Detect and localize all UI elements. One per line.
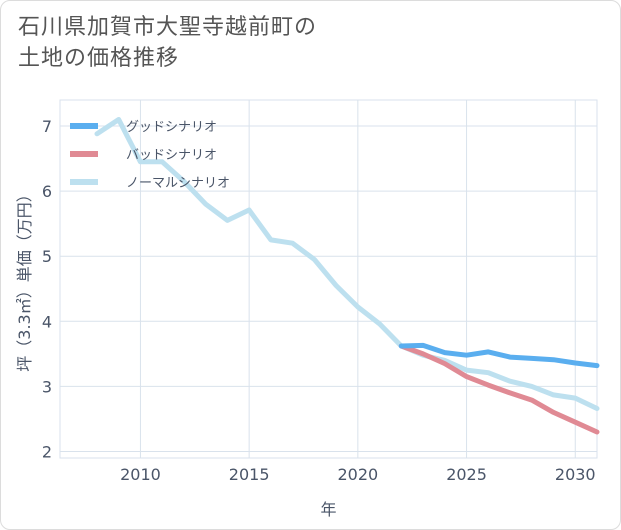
y-tick-label: 7 <box>42 117 52 136</box>
y-axis-title: 坪（3.3㎡）単価（万円） <box>15 186 34 371</box>
x-tick-label: 2025 <box>446 465 487 484</box>
axes: 2010 2015 2020 2025 2030 2 3 4 5 6 7 年 坪（3.3㎡）単価（万円） <box>15 117 596 519</box>
title-line-1: 石川県加賀市大聖寺越前町の <box>18 15 318 40</box>
series-line-1 <box>398 343 600 435</box>
y-tick-label: 4 <box>42 312 52 331</box>
legend-label: バッドシナリオ <box>126 148 217 163</box>
legend-label: ノーマルシナリオ <box>126 176 230 191</box>
x-tick-label: 2020 <box>337 465 378 484</box>
y-tick-label: 6 <box>42 182 52 201</box>
grid <box>60 100 597 458</box>
x-axis-title: 年 <box>320 500 336 519</box>
x-tick-label: 2015 <box>229 465 270 484</box>
chart-title: 石川県加賀市大聖寺越前町の 土地の価格推移 <box>18 12 317 74</box>
y-tick-label: 3 <box>42 377 52 396</box>
y-tick-label: 5 <box>42 247 52 266</box>
title-line-2: 土地の価格推移 <box>18 46 180 71</box>
legend-label: グッドシナリオ <box>126 120 217 135</box>
x-tick-label: 2030 <box>555 465 596 484</box>
x-tick-label: 2010 <box>120 465 161 484</box>
y-tick-label: 2 <box>42 442 52 461</box>
series-line-0 <box>398 342 600 369</box>
series-line-2 <box>94 117 600 411</box>
series-layer <box>94 117 600 435</box>
